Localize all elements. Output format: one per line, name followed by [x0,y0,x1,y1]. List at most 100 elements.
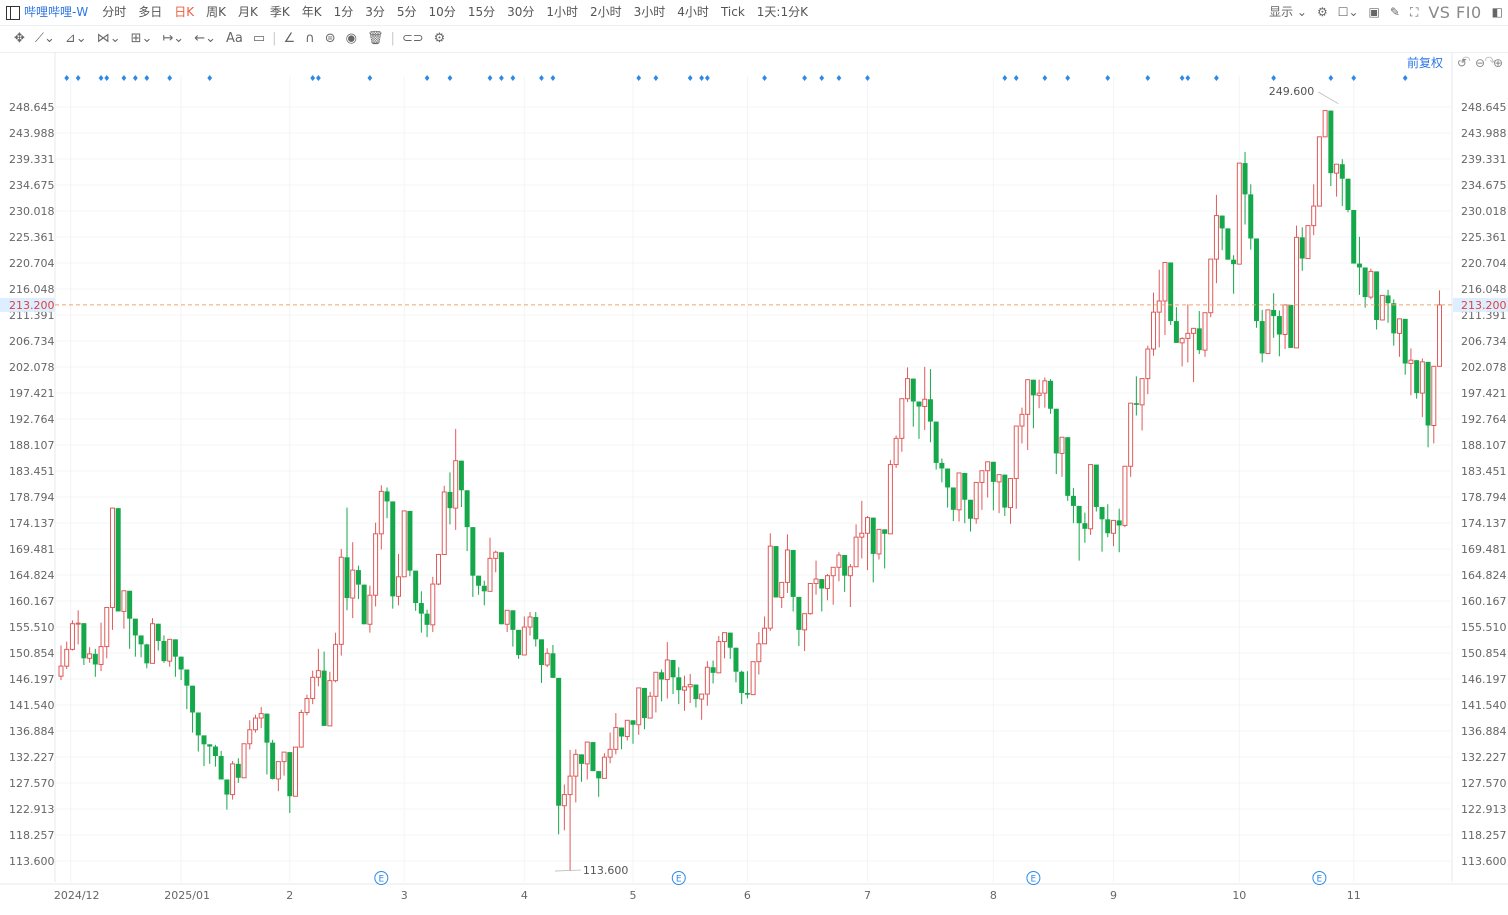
link-icon[interactable]: ⊂⊃ [401,31,424,46]
signal-dot[interactable] [636,75,642,81]
candle-body-down[interactable] [659,672,665,680]
candle-body-down[interactable] [739,671,745,693]
signal-dot[interactable] [1145,75,1151,81]
candle-body-up[interactable] [836,554,842,568]
candle-body-down[interactable] [910,378,916,402]
signal-dot[interactable] [207,75,213,81]
candle-body-up[interactable] [607,748,613,758]
period-tab[interactable]: 1分 [333,5,354,19]
stock-name[interactable]: 哔哩哔哩-W [24,5,89,19]
candle-body-up[interactable] [893,437,899,466]
candle-body-up[interactable] [1282,304,1288,335]
candle-body-up[interactable] [373,533,379,596]
signal-dot[interactable] [819,75,825,81]
candle-body-up[interactable] [624,719,630,737]
candle-body-down[interactable] [945,468,951,488]
settings-icon[interactable]: ⚙ [1316,5,1328,19]
zoom-out-icon[interactable]: ⊖ [1475,56,1486,70]
candle-body-up[interactable] [241,743,247,779]
signal-dot[interactable] [1013,75,1019,81]
candle-body-up[interactable] [167,638,173,662]
candle-body-down[interactable] [1276,316,1282,335]
candle-body-down[interactable] [967,499,973,519]
candle-body-up[interactable] [756,643,762,663]
signal-dot[interactable] [447,75,453,81]
candle-body-up[interactable] [333,643,339,682]
signal-dot[interactable] [1214,75,1219,81]
candle-body-up[interactable] [436,553,442,585]
signal-dot[interactable] [98,75,104,81]
candle-body-up[interactable] [865,517,871,534]
candle-body-up[interactable] [1322,110,1328,138]
signal-dot[interactable] [1002,75,1008,81]
candle-body-up[interactable] [561,794,567,807]
signal-dot[interactable] [550,75,556,81]
candle-body-up[interactable] [315,670,321,678]
candle-body-down[interactable] [178,656,184,670]
signal-dot[interactable] [1328,75,1334,81]
hide-drawings-icon[interactable]: ⊜ [324,31,336,46]
candle-body-down[interactable] [1391,303,1397,334]
candle-body-down[interactable] [92,653,98,665]
signal-dot[interactable] [75,75,81,81]
candle-body-up[interactable] [1202,312,1208,351]
wave-tool-icon[interactable]: ⋈⌄ [96,31,121,46]
adjust-mode[interactable]: 前复权 [1407,56,1444,70]
candle-body-up[interactable] [487,557,493,592]
candle-body-up[interactable] [824,575,830,590]
zoom-in-icon[interactable]: ⊕ [1493,56,1504,70]
layout-icon[interactable]: ☐⌄ [1337,5,1359,19]
candle-body-down[interactable] [1345,178,1351,210]
candle-body-down[interactable] [264,713,270,743]
camera-icon[interactable]: ▣ [1368,5,1380,19]
trash-icon[interactable]: 🗑 [366,31,384,46]
candle-body-down[interactable] [270,742,276,779]
candle-body-down[interactable] [1253,238,1259,322]
pencil-icon[interactable]: ✎ [1389,5,1400,19]
candle-body-down[interactable] [361,584,367,625]
signal-dot[interactable] [1105,75,1111,81]
candle-body-up[interactable] [1334,163,1340,174]
signal-dot[interactable] [310,75,316,81]
signal-dot[interactable] [510,75,516,81]
period-tab[interactable]: 2小时 [590,5,622,19]
candle-body-up[interactable] [75,622,81,625]
candle-body-down[interactable] [498,552,504,625]
signal-dot[interactable] [367,75,373,81]
candle-body-down[interactable] [321,670,327,726]
candle-body-down[interactable] [1002,474,1008,508]
period-tab[interactable]: 4小时 [677,5,709,19]
sidebar-toggle-icon[interactable] [6,5,20,20]
signal-dot[interactable] [144,75,150,81]
candle-body-down[interactable] [1168,262,1174,322]
period-tab[interactable]: 周K [206,5,226,19]
candle-body-up[interactable] [716,641,722,674]
candle-body-down[interactable] [1082,523,1088,529]
note-icon[interactable]: ▭ [252,31,266,46]
candle-body-down[interactable] [733,647,739,672]
candle-body-up[interactable] [567,775,573,796]
signal-dot[interactable] [1351,75,1357,81]
period-tab[interactable]: 1小时 [546,5,579,19]
candle-body-down[interactable] [916,401,922,407]
candle-body-up[interactable] [1265,309,1271,354]
candle-body-up[interactable] [859,532,865,538]
candle-body-down[interactable] [962,472,968,500]
candle-body-down[interactable] [550,653,556,678]
candle-body-down[interactable] [481,585,487,592]
event-marker-icon[interactable] [1312,871,1327,885]
candle-body-up[interactable] [1305,225,1311,260]
candle-body-down[interactable] [447,491,453,509]
signal-dot[interactable] [316,75,321,81]
candle-body-down[interactable] [418,603,424,614]
candle-body-up[interactable] [613,727,619,750]
candle-body-down[interactable] [1271,309,1277,317]
period-tab[interactable]: 3分 [365,5,385,19]
candle-body-down[interactable] [235,763,241,778]
event-marker-icon[interactable] [1026,871,1041,885]
candle-body-down[interactable] [1425,361,1431,426]
candle-body-down[interactable] [950,487,956,510]
signal-dot[interactable] [1042,75,1048,81]
candle-body-up[interactable] [1213,215,1219,260]
candle-body-down[interactable] [1099,507,1105,520]
